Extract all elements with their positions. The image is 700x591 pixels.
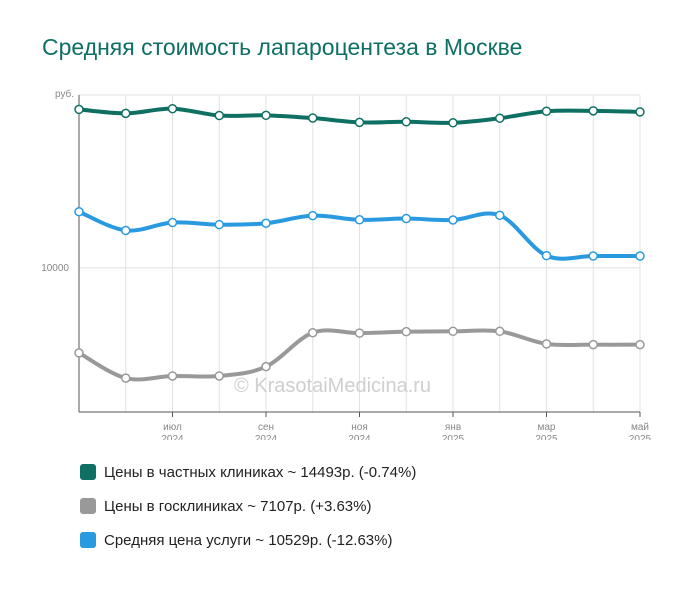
series-public [74, 326, 645, 383]
data-point-public[interactable] [354, 328, 365, 338]
x-tick-label-month: сен [258, 422, 274, 433]
chart-grid [78, 94, 641, 412]
chart-title: Средняя стоимость лапароцентеза в Москве [42, 34, 523, 60]
data-point-avg[interactable] [354, 215, 365, 225]
series-private [74, 103, 645, 128]
x-tick-label-year: 2024 [161, 434, 184, 440]
data-point-public[interactable] [121, 373, 131, 383]
x-tick-label-year: 2024 [348, 434, 371, 440]
data-point-avg[interactable] [588, 251, 598, 261]
data-point-private[interactable] [495, 113, 505, 123]
x-tick-label-month: июл [163, 422, 182, 433]
data-point-avg[interactable] [541, 250, 552, 261]
legend-swatch-private [80, 464, 96, 480]
x-tick-label-year: 2025 [535, 434, 558, 440]
data-point-private[interactable] [448, 118, 458, 128]
legend-swatch-avg [80, 532, 96, 548]
legend-item-public[interactable]: Цены в госклиниках ~ 7107р. (+3.63%) [80, 489, 416, 523]
data-point-avg[interactable] [308, 210, 318, 221]
data-point-private[interactable] [121, 108, 131, 119]
data-point-private[interactable] [167, 103, 178, 114]
data-point-private[interactable] [214, 110, 224, 121]
data-point-public[interactable] [635, 339, 645, 350]
legend-label-public: Цены в госклиниках ~ 7107р. (+3.63%) [104, 497, 372, 515]
line-chart: июл2024сен2024ноя2024янв2025мар2025май20… [41, 88, 652, 440]
data-point-public[interactable] [541, 339, 552, 349]
legend-label-avg: Средняя цена услуги ~ 10529р. (-12.63%) [104, 531, 393, 549]
data-point-private[interactable] [541, 106, 552, 116]
watermark: © KrasotaiMedicina.ru [234, 375, 431, 397]
data-point-public[interactable] [401, 326, 411, 337]
legend-swatch-public [80, 498, 96, 514]
y-axis-unit: руб. [55, 88, 74, 100]
data-point-avg[interactable] [214, 219, 224, 230]
data-point-private[interactable] [635, 107, 645, 117]
data-point-avg[interactable] [448, 215, 458, 225]
data-point-avg[interactable] [635, 251, 645, 261]
data-point-avg[interactable] [74, 206, 84, 217]
x-axis-ticks: июл2024сен2024ноя2024янв2025мар2025май20… [161, 412, 652, 440]
legend-item-avg[interactable]: Средняя цена услуги ~ 10529р. (-12.63%) [80, 523, 416, 557]
data-point-private[interactable] [74, 104, 84, 115]
data-point-public[interactable] [74, 348, 84, 358]
data-point-private[interactable] [261, 110, 271, 121]
legend-item-private[interactable]: Цены в частных клиниках ~ 14493р. (-0.74… [80, 455, 416, 489]
x-tick-label-year: 2024 [255, 434, 278, 440]
data-point-private[interactable] [354, 117, 365, 128]
data-point-avg[interactable] [495, 210, 505, 221]
data-point-public[interactable] [588, 339, 598, 350]
data-point-avg[interactable] [167, 217, 178, 228]
legend-label-private: Цены в частных клиниках ~ 14493р. (-0.74… [104, 463, 417, 481]
data-point-private[interactable] [401, 117, 411, 127]
data-point-public[interactable] [448, 326, 458, 337]
y-axis-ticks: 10000 [41, 263, 69, 274]
data-point-avg[interactable] [401, 213, 411, 224]
x-tick-label-month: май [631, 422, 649, 433]
chart-series [74, 103, 645, 383]
data-point-public[interactable] [167, 371, 178, 381]
x-tick-label-year: 2025 [629, 434, 652, 440]
data-point-private[interactable] [588, 106, 598, 116]
data-point-avg[interactable] [121, 225, 131, 236]
data-point-public[interactable] [261, 361, 271, 372]
chart-legend: Цены в частных клиниках ~ 14493р. (-0.74… [80, 455, 416, 557]
x-tick-label-month: мар [538, 422, 556, 433]
x-tick-label-month: ноя [351, 422, 368, 433]
data-point-private[interactable] [308, 113, 318, 123]
x-tick-label-month: янв [445, 422, 461, 433]
data-point-avg[interactable] [261, 218, 271, 228]
series-avg [74, 206, 645, 261]
data-point-public[interactable] [308, 328, 318, 338]
y-tick-label: 10000 [41, 263, 69, 274]
x-tick-label-year: 2025 [442, 434, 465, 440]
data-point-public[interactable] [495, 326, 505, 337]
data-point-public[interactable] [214, 371, 224, 381]
